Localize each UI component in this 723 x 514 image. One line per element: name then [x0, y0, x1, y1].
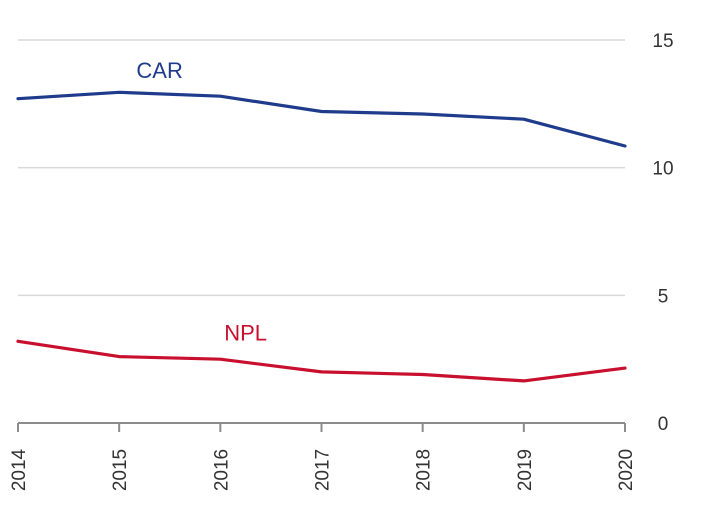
y-tick-label-0: 0 — [658, 414, 669, 435]
x-tick-label-2018: 2018 — [414, 449, 435, 491]
y-tick-label-10: 10 — [652, 159, 673, 180]
y-tick-label-15: 15 — [652, 31, 673, 52]
series-line-car — [16, 90, 627, 148]
x-axis — [17, 422, 626, 432]
x-tick-label-2020: 2020 — [616, 449, 637, 491]
series-label-car: CAR — [136, 58, 182, 83]
series-labels: CAR NPL — [136, 58, 267, 345]
x-axis-tick-labels: 2014 2015 2016 2017 2018 2019 2020 — [9, 448, 637, 491]
x-tick-label-2019: 2019 — [515, 449, 536, 491]
gridlines — [18, 39, 625, 297]
series-label-npl: NPL — [224, 320, 267, 345]
x-tick-label-2016: 2016 — [211, 449, 232, 491]
series-line-npl — [16, 339, 627, 383]
y-tick-label-5: 5 — [658, 286, 669, 307]
y-axis-tick-labels: 0 5 10 15 — [652, 31, 673, 435]
x-tick-label-2015: 2015 — [110, 449, 131, 491]
x-tick-label-2017: 2017 — [313, 449, 334, 491]
x-tick-label-2014: 2014 — [9, 448, 30, 491]
series-lines — [16, 90, 627, 383]
